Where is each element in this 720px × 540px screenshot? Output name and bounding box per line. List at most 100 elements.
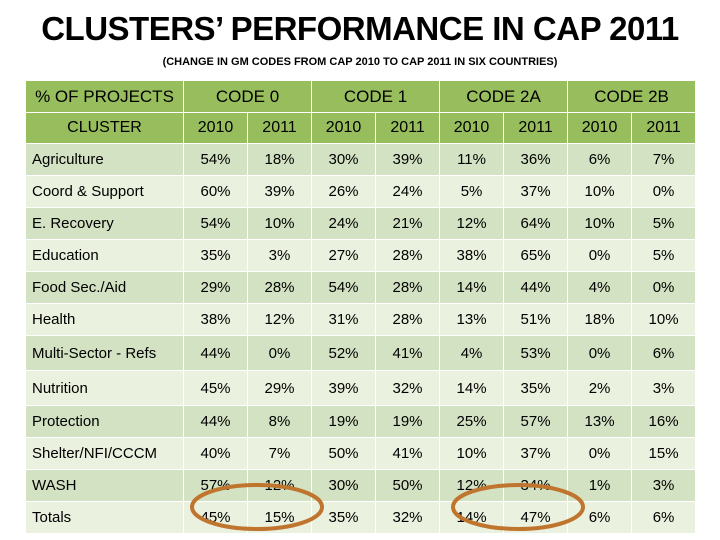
cluster-column-header: CLUSTER [25, 112, 184, 144]
value-cell: 47% [503, 501, 569, 534]
value-cell: 14% [439, 501, 505, 534]
cluster-name: Education [25, 239, 184, 272]
year-header: 2011 [631, 112, 697, 144]
value-cell: 40% [183, 437, 248, 470]
value-cell: 57% [503, 405, 569, 438]
value-cell: 3% [246, 239, 313, 272]
value-cell: 44% [183, 335, 248, 371]
table-row: Totals 45% 15% 35% 32% 14% 47% 6% 6% [25, 501, 697, 534]
value-cell: 24% [311, 207, 377, 240]
value-cell: 28% [375, 303, 441, 336]
value-cell: 39% [375, 143, 441, 176]
value-cell: 5% [631, 239, 697, 272]
value-cell: 32% [375, 370, 441, 406]
value-cell: 8% [246, 405, 313, 438]
cluster-name: WASH [25, 469, 184, 502]
value-cell: 31% [311, 303, 377, 336]
value-cell: 0% [567, 239, 633, 272]
value-cell: 4% [567, 271, 633, 304]
cluster-name: Protection [25, 405, 184, 438]
code-header: CODE 0 [182, 80, 313, 113]
value-cell: 11% [439, 143, 505, 176]
value-cell: 13% [439, 303, 505, 336]
year-header: 2011 [503, 112, 569, 144]
value-cell: 41% [375, 437, 441, 470]
year-header: 2010 [439, 112, 505, 144]
value-cell: 39% [246, 175, 313, 208]
year-header: 2010 [311, 112, 377, 144]
value-cell: 54% [183, 143, 248, 176]
table-row: Protection 44% 8% 19% 19% 25% 57% 13% 16% [25, 405, 697, 438]
year-header: 2010 [567, 112, 633, 144]
value-cell: 14% [439, 370, 505, 406]
table-row: Shelter/NFI/CCCM 40% 7% 50% 41% 10% 37% 0% 15% [25, 437, 697, 470]
year-header-row: CLUSTER 2010 2011 2010 2011 2010 2011 20… [25, 112, 697, 144]
table-row: Nutrition 45% 29% 39% 32% 14% 35% 2% 3% [25, 370, 697, 406]
value-cell: 13% [567, 405, 633, 438]
value-cell: 0% [631, 271, 697, 304]
page-title: CLUSTERS’ PERFORMANCE IN CAP 2011 [41, 10, 679, 47]
value-cell: 26% [311, 175, 377, 208]
cluster-name: Food Sec./Aid [25, 271, 184, 304]
value-cell: 54% [311, 271, 377, 304]
value-cell: 14% [439, 271, 505, 304]
code-header: CODE 2A [439, 80, 569, 113]
table-row: Education 35% 3% 27% 28% 38% 65% 0% 5% [25, 239, 697, 272]
value-cell: 28% [246, 271, 313, 304]
cluster-name: Totals [25, 501, 184, 534]
value-cell: 29% [246, 370, 313, 406]
cluster-name: E. Recovery [25, 207, 184, 240]
value-cell: 12% [439, 207, 505, 240]
value-cell: 12% [246, 469, 313, 502]
value-cell: 41% [375, 335, 441, 371]
value-cell: 5% [631, 207, 697, 240]
table-row: Health 38% 12% 31% 28% 13% 51% 18% 10% [25, 303, 697, 336]
value-cell: 39% [311, 370, 377, 406]
value-cell: 34% [503, 469, 569, 502]
cluster-name: Health [25, 303, 184, 336]
cluster-name: Shelter/NFI/CCCM [25, 437, 184, 470]
value-cell: 50% [311, 437, 377, 470]
value-cell: 38% [439, 239, 505, 272]
value-cell: 29% [183, 271, 248, 304]
value-cell: 45% [183, 370, 248, 406]
value-cell: 36% [503, 143, 569, 176]
value-cell: 60% [183, 175, 248, 208]
value-cell: 6% [631, 501, 697, 534]
value-cell: 28% [375, 239, 441, 272]
value-cell: 51% [503, 303, 569, 336]
value-cell: 2% [567, 370, 633, 406]
value-cell: 35% [503, 370, 569, 406]
clusters-performance-table: % OF PROJECTS CODE 0 CODE 1 CODE 2A CODE… [25, 80, 697, 534]
value-cell: 6% [567, 143, 633, 176]
value-cell: 28% [375, 271, 441, 304]
value-cell: 35% [311, 501, 377, 534]
value-cell: 50% [375, 469, 441, 502]
value-cell: 54% [183, 207, 248, 240]
year-header: 2011 [375, 112, 441, 144]
code-header: CODE 2B [567, 80, 697, 113]
value-cell: 10% [631, 303, 697, 336]
table-row: Food Sec./Aid 29% 28% 54% 28% 14% 44% 4% 0% [25, 271, 697, 304]
value-cell: 16% [631, 405, 697, 438]
value-cell: 57% [183, 469, 248, 502]
code-header: CODE 1 [311, 80, 441, 113]
year-header: 2010 [183, 112, 248, 144]
value-cell: 25% [439, 405, 505, 438]
value-cell: 38% [183, 303, 248, 336]
value-cell: 65% [503, 239, 569, 272]
value-cell: 0% [631, 175, 697, 208]
cluster-name: Agriculture [25, 143, 184, 176]
value-cell: 1% [567, 469, 633, 502]
table-row: Agriculture 54% 18% 30% 39% 11% 36% 6% 7% [25, 143, 697, 176]
value-cell: 24% [375, 175, 441, 208]
value-cell: 64% [503, 207, 569, 240]
page-subtitle: (CHANGE IN GM CODES FROM CAP 2010 TO CAP… [162, 56, 558, 68]
value-cell: 10% [567, 175, 633, 208]
value-cell: 0% [567, 335, 633, 371]
value-cell: 27% [311, 239, 377, 272]
value-cell: 44% [183, 405, 248, 438]
value-cell: 12% [439, 469, 505, 502]
value-cell: 52% [311, 335, 377, 371]
value-cell: 3% [631, 469, 697, 502]
